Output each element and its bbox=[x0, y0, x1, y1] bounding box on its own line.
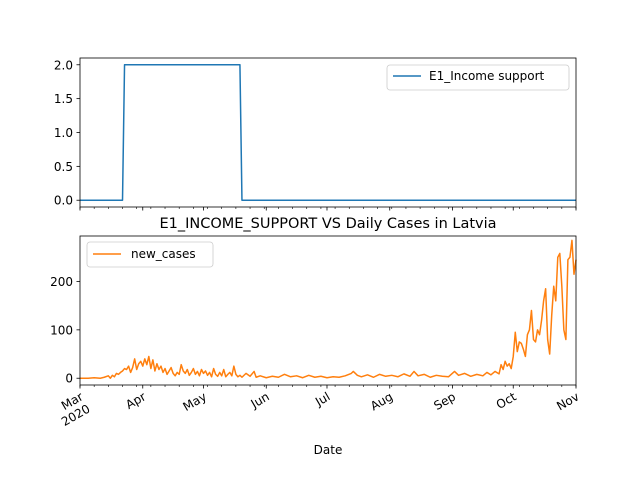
bottom-legend-box bbox=[86, 241, 214, 268]
top-series-layer bbox=[80, 64, 576, 201]
top-xticks bbox=[79, 207, 577, 211]
y-tick-label: 1.5 bbox=[54, 92, 73, 106]
top-legend-label: E1_Income support bbox=[429, 69, 545, 83]
top-legend: E1_Income support bbox=[386, 64, 570, 91]
y-tick-label: 0.5 bbox=[54, 160, 73, 174]
top-subplot: 0.0 0.5 1.0 1.5 2.0 E1_Income support bbox=[54, 57, 577, 211]
y-tick-label: 0 bbox=[65, 372, 73, 386]
y-tick-label: 2.0 bbox=[54, 58, 73, 72]
series-line-new-cases bbox=[80, 239, 577, 379]
x-axis-title: Date bbox=[314, 443, 343, 457]
bottom-axes-frame bbox=[79, 235, 577, 386]
y-tick-label: 200 bbox=[50, 275, 73, 289]
top-yticks: 0.0 0.5 1.0 1.5 2.0 bbox=[54, 58, 80, 208]
bottom-yticks: 0 100 200 bbox=[50, 275, 80, 386]
x-tick-label: Mar2020 bbox=[52, 389, 93, 429]
y-tick-label: 0.0 bbox=[54, 194, 73, 208]
bottom-legend: new_cases bbox=[86, 241, 214, 268]
bottom-legend-label: new_cases bbox=[131, 247, 196, 261]
top-legend-box bbox=[386, 64, 570, 91]
y-tick-label: 1.0 bbox=[54, 126, 73, 140]
y-tick-label: 100 bbox=[50, 323, 73, 337]
bottom-series-layer bbox=[80, 239, 577, 379]
x-tick-label: Jul bbox=[312, 389, 332, 409]
series-line-e1-income-support bbox=[80, 64, 576, 201]
chart-title: E1_INCOME_SUPPORT VS Daily Cases in Latv… bbox=[159, 216, 496, 232]
